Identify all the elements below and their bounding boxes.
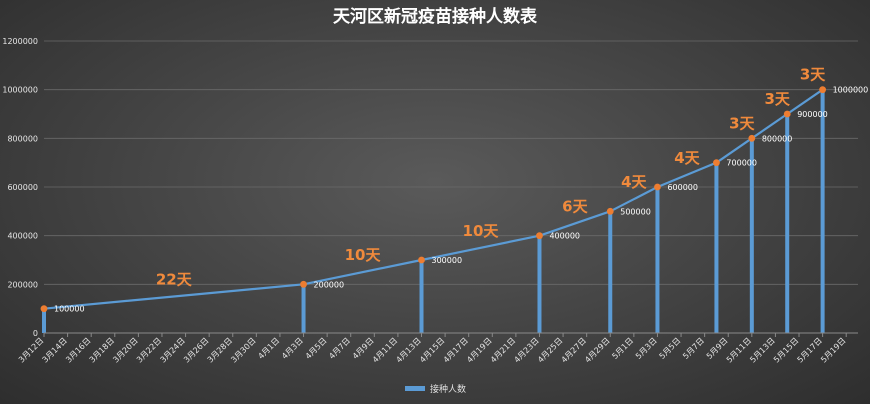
annotations: 22天 10天 10天 6天 4天 4天 3天 3天 3天 <box>156 66 826 289</box>
data-point-marker <box>748 134 756 142</box>
x-tick-label: 3月22日 <box>135 336 163 364</box>
data-label: 500000 <box>620 207 651 216</box>
interval-annotation: 3天 <box>764 90 790 108</box>
data-point-marker <box>536 232 543 240</box>
x-tick-label: 3月30日 <box>229 336 257 364</box>
data-point-marker <box>418 256 425 264</box>
x-tick-label: 3月16日 <box>64 336 92 364</box>
x-tick-label: 3月14日 <box>41 336 69 364</box>
data-point-marker <box>300 280 307 288</box>
x-axis-ticks: 3月12日3月14日3月16日3月18日3月20日3月22日3月24日3月26日… <box>17 336 848 364</box>
interval-annotation: 4天 <box>621 173 647 191</box>
legend-label: 接种人数 <box>430 383 466 395</box>
x-tick-label: 4月21日 <box>489 336 517 364</box>
data-point-marker <box>819 86 827 94</box>
grid-lines <box>44 40 858 285</box>
x-tick-label: 4月17日 <box>442 336 470 364</box>
bars <box>42 89 825 334</box>
x-tick-label: 4月29日 <box>583 336 611 364</box>
data-point-marker <box>783 110 791 118</box>
data-point-marker <box>40 305 48 313</box>
x-tick-label: 4月5日 <box>304 336 329 361</box>
bar <box>714 162 719 333</box>
x-tick-label: 4月23日 <box>512 336 540 364</box>
bar <box>301 284 306 333</box>
data-label: 800000 <box>762 134 793 143</box>
x-tick-label: 5月17日 <box>796 336 824 364</box>
y-tick-label: 800000 <box>7 134 38 143</box>
y-tick-label: 600000 <box>7 183 38 192</box>
legend: 接种人数 <box>405 383 466 395</box>
x-tick-label: 3月28日 <box>206 336 234 364</box>
y-axis-ticks: 0 200000 400000 600000 800000 1000000 1200000 <box>2 37 38 338</box>
series-line <box>43 88 824 310</box>
data-label: 100000 <box>54 305 85 314</box>
bar <box>419 260 424 333</box>
x-tick-label: 4月13日 <box>394 336 422 364</box>
x-axis <box>43 332 858 337</box>
data-point-marker <box>606 207 614 215</box>
bar <box>820 89 825 334</box>
bar <box>749 138 754 333</box>
x-tick-label: 4月27日 <box>560 336 588 364</box>
bar <box>537 235 542 333</box>
data-label: 1000000 <box>833 86 869 95</box>
x-tick-label: 5月13日 <box>748 336 776 364</box>
data-point-marker <box>654 183 661 191</box>
x-tick-label: 5月3日 <box>634 336 659 361</box>
y-tick-label: 200000 <box>7 280 38 289</box>
data-labels: 100000 200000 300000 400000 500000 600000 7000… <box>54 86 868 314</box>
x-tick-label: 5月11日 <box>725 336 753 364</box>
bar <box>655 187 660 333</box>
x-tick-label: 4月7日 <box>327 336 352 361</box>
data-label: 400000 <box>549 232 580 241</box>
data-label: 700000 <box>726 159 757 168</box>
interval-annotation: 3天 <box>800 66 826 84</box>
x-tick-label: 4月15日 <box>418 336 446 364</box>
markers <box>40 86 827 313</box>
x-tick-label: 3月18日 <box>88 336 116 364</box>
chart-title: 天河区新冠疫苗接种人数表 <box>333 6 538 27</box>
x-tick-label: 4月25日 <box>536 336 564 364</box>
x-tick-label: 3月26日 <box>182 336 210 364</box>
bar <box>608 211 613 333</box>
data-label: 200000 <box>314 280 345 289</box>
bar <box>42 308 46 333</box>
x-tick-label: 5月1日 <box>610 336 635 361</box>
x-tick-label: 4月11日 <box>371 336 399 364</box>
x-tick-label: 3月24日 <box>158 336 186 364</box>
y-tick-label: 1200000 <box>2 37 38 46</box>
x-tick-label: 4月19日 <box>465 336 493 364</box>
x-tick-label: 5月7日 <box>681 336 706 361</box>
series-polyline <box>43 88 824 310</box>
y-tick-label: 0 <box>33 329 38 338</box>
y-tick-label: 1000000 <box>2 86 38 95</box>
x-tick-label: 5月15日 <box>772 336 800 364</box>
legend-swatch <box>405 386 425 391</box>
x-tick-label: 4月3日 <box>280 336 305 361</box>
interval-annotation: 3天 <box>729 114 755 132</box>
y-tick-label: 400000 <box>7 232 38 241</box>
interval-annotation: 4天 <box>674 149 700 167</box>
interval-annotation: 10天 <box>463 222 500 240</box>
x-tick-label: 4月1日 <box>256 336 281 361</box>
interval-annotation: 22天 <box>156 271 193 289</box>
x-tick-label: 5月5日 <box>658 336 683 361</box>
data-point-marker <box>713 159 720 167</box>
bar <box>785 114 790 333</box>
interval-annotation: 6天 <box>562 198 588 216</box>
x-tick-label: 3月12日 <box>17 336 45 364</box>
data-label: 300000 <box>432 256 463 265</box>
data-label: 900000 <box>797 110 828 119</box>
data-label: 600000 <box>667 183 698 192</box>
x-tick-label: 3月20日 <box>111 336 139 364</box>
x-tick-label: 5月19日 <box>819 336 847 364</box>
interval-annotation: 10天 <box>345 246 382 264</box>
